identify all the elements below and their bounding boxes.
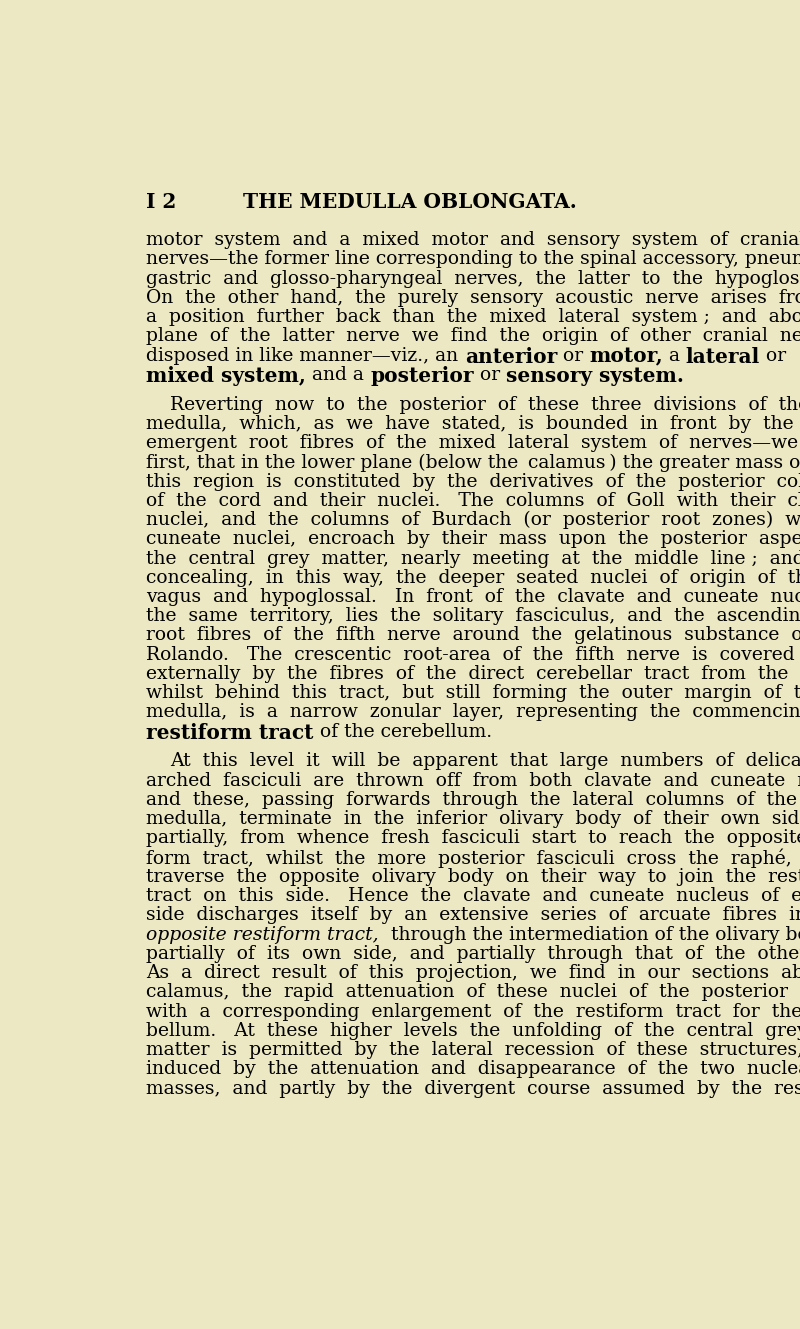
Text: matter  is  permitted  by  the  lateral  recession  of  these  structures,  part: matter is permitted by the lateral reces… <box>146 1041 800 1059</box>
Text: Rolando.   The  crescentic  root-area  of  the  fifth  nerve  is  covered: Rolando. The crescentic root-area of the… <box>146 646 795 663</box>
Text: a: a <box>662 347 686 364</box>
Text: this  region  is  constituted  by  the  derivatives  of  the  posterior  columns: this region is constituted by the deriva… <box>146 473 800 490</box>
Text: As  a  direct  result  of  this  projection,  we  find  in  our  sections  above: As a direct result of this projection, w… <box>146 964 800 982</box>
Text: mixed system,: mixed system, <box>146 365 306 385</box>
Text: vagus  and  hypoglossal.   In  front  of  the  clavate  and  cuneate  nuclei  in: vagus and hypoglossal. In front of the c… <box>146 587 800 606</box>
Text: medulla,  terminate  in  the  inferior  olivary  body  of  their  own  side: medulla, terminate in the inferior oliva… <box>146 811 800 828</box>
Text: masses,  and  partly  by  the  divergent  course  assumed  by  the  resultant: masses, and partly by the divergent cour… <box>146 1079 800 1098</box>
Text: cuneate  nuclei,  encroach  by  their  mass  upon  the  posterior  aspect  of: cuneate nuclei, encroach by their mass u… <box>146 530 800 549</box>
Text: traverse  the  opposite  olivary  body  on  their  way  to  join  the  restiform: traverse the opposite olivary body on th… <box>146 868 800 886</box>
Text: nerves—the former line corresponding to the spinal accessory, pneumo-: nerves—the former line corresponding to … <box>146 250 800 268</box>
Text: tract  on  this  side.   Hence  the  clavate  and  cuneate  nucleus  of  each: tract on this side. Hence the clavate an… <box>146 888 800 905</box>
Text: the  same  territory,  lies  the  solitary  fasciculus,  and  the  ascending: the same territory, lies the solitary fa… <box>146 607 800 625</box>
Text: the  central  grey  matter,  nearly  meeting  at  the  middle  line ;  and: the central grey matter, nearly meeting … <box>146 549 800 567</box>
Text: motor  system  and  a  mixed  motor  and  sensory  system  of  cranial: motor system and a mixed motor and senso… <box>146 231 800 249</box>
Text: with  a  corresponding  enlargement  of  the  restiform  tract  for  the  cere-: with a corresponding enlargement of the … <box>146 1002 800 1021</box>
Text: side  discharges  itself  by  an  extensive  series  of  arcuate  fibres  into  : side discharges itself by an extensive s… <box>146 906 800 925</box>
Text: of the cerebellum.: of the cerebellum. <box>314 723 492 740</box>
Text: I 2: I 2 <box>146 193 177 213</box>
Text: opposite restiform tract,: opposite restiform tract, <box>146 925 379 944</box>
Text: partially  of  its  own  side,  and  partially  through  that  of  the  other  s: partially of its own side, and partially… <box>146 945 800 964</box>
Text: On  the  other  hand,  the  purely  sensory  acoustic  nerve  arises  from: On the other hand, the purely sensory ac… <box>146 288 800 307</box>
Text: of  the  cord  and  their  nuclei.   The  columns  of  Goll  with  their  clavat: of the cord and their nuclei. The column… <box>146 492 800 510</box>
Text: Reverting  now  to  the  posterior  of  these  three  divisions  of  the: Reverting now to the posterior of these … <box>170 396 800 413</box>
Text: sensory system.: sensory system. <box>506 365 684 385</box>
Text: plane  of  the  latter  nerve  we  find  the  origin  of  other  cranial  nerves: plane of the latter nerve we find the or… <box>146 327 800 346</box>
Text: medulla,  is  a  narrow  zonular  layer,  representing  the  commencing: medulla, is a narrow zonular layer, repr… <box>146 703 800 722</box>
Text: At  this  level  it  will  be  apparent  that  large  numbers  of  delicate: At this level it will be apparent that l… <box>170 752 800 771</box>
Text: nuclei,  and  the  columns  of  Burdach  (or  posterior  root  zones)  with  the: nuclei, and the columns of Burdach (or p… <box>146 512 800 529</box>
Text: concealing,  in  this  way,  the  deeper  seated  nuclei  of  origin  of  the: concealing, in this way, the deeper seat… <box>146 569 800 586</box>
Text: posterior: posterior <box>370 365 474 385</box>
Text: or: or <box>474 365 506 384</box>
Text: a  position  further  back  than  the  mixed  lateral  system ;  and  above  the: a position further back than the mixed l… <box>146 308 800 326</box>
Text: induced  by  the  attenuation  and  disappearance  of  the  two  nucleated: induced by the attenuation and disappear… <box>146 1061 800 1078</box>
Text: and  these,  passing  forwards  through  the  lateral  columns  of  the: and these, passing forwards through the … <box>146 791 798 809</box>
Text: motor,: motor, <box>589 347 662 367</box>
Text: restiform tract: restiform tract <box>146 723 314 743</box>
Text: first, that in the lower plane (below the  calamus ) the greater mass of: first, that in the lower plane (below th… <box>146 453 800 472</box>
Text: disposed in like manner—viz., an: disposed in like manner—viz., an <box>146 347 465 364</box>
Text: gastric  and  glosso-pharyngeal  nerves,  the  latter  to  the  hypoglossal.: gastric and glosso-pharyngeal nerves, th… <box>146 270 800 287</box>
Text: THE MEDULLA OBLONGATA.: THE MEDULLA OBLONGATA. <box>243 193 577 213</box>
Text: or: or <box>760 347 786 364</box>
Text: partially,  from  whence  fresh  fasciculi  start  to  reach  the  opposite  res: partially, from whence fresh fasciculi s… <box>146 829 800 848</box>
Text: externally  by  the  fibres  of  the  direct  cerebellar  tract  from  the  cord: externally by the fibres of the direct c… <box>146 664 800 683</box>
Text: root  fibres  of  the  fifth  nerve  around  the  gelatinous  substance  of: root fibres of the fifth nerve around th… <box>146 626 800 645</box>
Text: bellum.   At  these  higher  levels  the  unfolding  of  the  central  grey: bellum. At these higher levels the unfol… <box>146 1022 800 1039</box>
Text: anterior: anterior <box>465 347 557 367</box>
Text: lateral: lateral <box>686 347 760 367</box>
Text: medulla,  which,  as  we  have  stated,  is  bounded  in  front  by  the: medulla, which, as we have stated, is bo… <box>146 415 794 433</box>
Text: arched  fasciculi  are  thrown  off  from  both  clavate  and  cuneate  nuclei ;: arched fasciculi are thrown off from bot… <box>146 772 800 789</box>
Text: whilst  behind  this  tract,  but  still  forming  the  outer  margin  of  the: whilst behind this tract, but still form… <box>146 684 800 702</box>
Text: through the intermediation of the olivary body: through the intermediation of the olivar… <box>379 925 800 944</box>
Text: or: or <box>557 347 589 364</box>
Text: calamus,  the  rapid  attenuation  of  these  nuclei  of  the  posterior  column: calamus, the rapid attenuation of these … <box>146 983 800 1001</box>
Text: form  tract,  whilst  the  more  posterior  fasciculi  cross  the  raphé,  and: form tract, whilst the more posterior fa… <box>146 849 800 868</box>
Text: and a: and a <box>306 365 370 384</box>
Text: emergent  root  fibres  of  the  mixed  lateral  system  of  nerves—we  note,: emergent root fibres of the mixed latera… <box>146 435 800 452</box>
